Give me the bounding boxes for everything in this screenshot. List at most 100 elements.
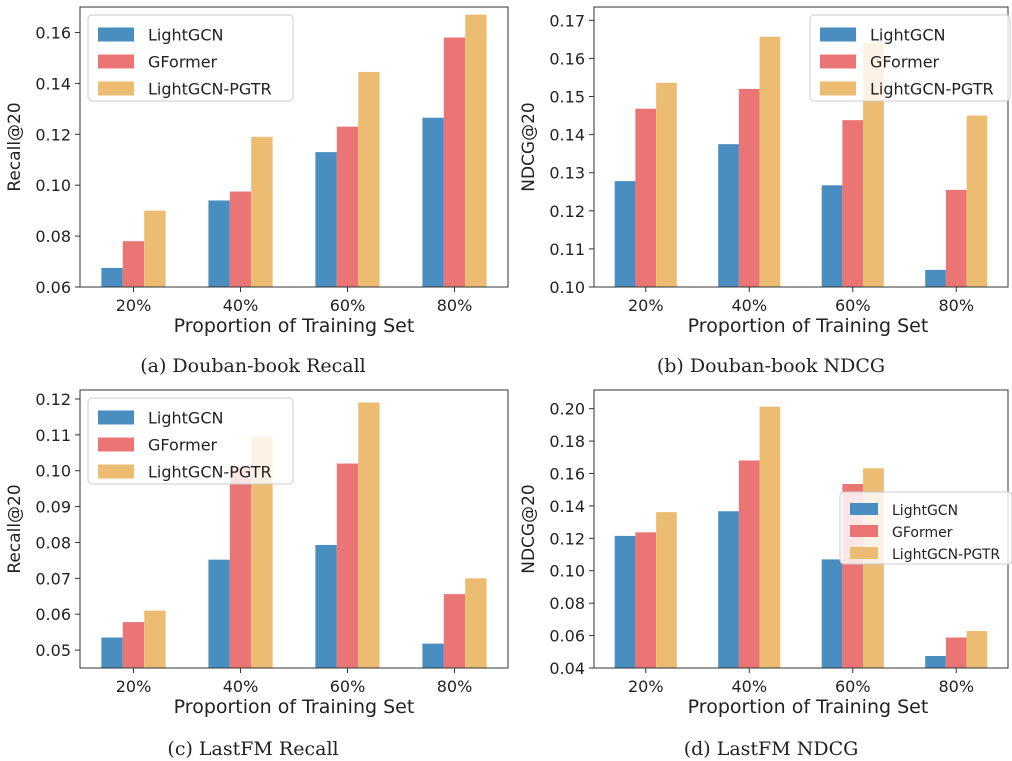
bar-b-lightgcn-pgtr-3 xyxy=(863,43,884,287)
ytick-label-a-1: 0.06 xyxy=(35,278,71,297)
ylabel-a: Recall@20 xyxy=(5,102,25,191)
ytick-label-d-5: 0.12 xyxy=(549,529,585,548)
legend-d: LightGCN GFormer LightGCN-PGTR xyxy=(839,491,1012,565)
legend-swatch-a-lightgcn-pgtr xyxy=(98,81,134,96)
xlabel-d: Proportion of Training Set xyxy=(688,696,929,718)
bar-d-gformer-2 xyxy=(738,460,760,668)
bar-d-lightgcn-pgtr-4 xyxy=(966,631,988,668)
bar-b-gformer-3 xyxy=(842,120,864,287)
legend-box-c xyxy=(87,397,294,485)
bar-c-lightgcn-pgtr-4 xyxy=(465,578,487,668)
bar-c-gformer-1 xyxy=(122,622,145,668)
legend-label-c-lightgcn: LightGCN xyxy=(148,409,223,428)
bar-a-gformer-4 xyxy=(443,37,466,287)
bar-d-lightgcn-4 xyxy=(925,656,946,668)
ytick-label-c-3: 0.07 xyxy=(35,569,71,588)
legend-box-d xyxy=(839,491,1012,565)
ytick-label-d-1: 0.04 xyxy=(549,659,585,678)
ylabel-d: NDCG@20 xyxy=(519,484,539,573)
ytick-label-c-8: 0.12 xyxy=(35,390,71,409)
xtick-label-c-2: 40% xyxy=(223,677,259,696)
legend-a: LightGCN GFormer LightGCN-PGTR xyxy=(87,14,294,102)
xtick-label-c-1: 20% xyxy=(116,677,152,696)
legend-label-c-lightgcn-pgtr: LightGCN-PGTR xyxy=(148,463,272,482)
bar-d-lightgcn-2 xyxy=(718,511,739,668)
bar-a-gformer-3 xyxy=(336,126,359,287)
bar-d-lightgcn-3 xyxy=(821,559,843,668)
ytick-label-a-6: 0.16 xyxy=(35,23,71,42)
xtick-label-d-3: 60% xyxy=(835,677,871,696)
xlabel-c: Proportion of Training Set xyxy=(174,696,415,718)
chart-b: 0.10 0.11 0.12 0.13 0.14 0.15 0.16 0.17 20% 40% 60… xyxy=(519,6,1011,337)
bar-d-lightgcn-1 xyxy=(614,535,636,668)
legend-label-b-gformer: GFormer xyxy=(870,53,940,72)
caption-a: (a) Douban-book Recall xyxy=(140,355,366,377)
bar-c-lightgcn-4 xyxy=(422,643,444,668)
bar-d-lightgcn-pgtr-2 xyxy=(759,406,781,668)
legend-label-b-lightgcn-pgtr: LightGCN-PGTR xyxy=(870,80,994,99)
ytick-label-d-7: 0.16 xyxy=(549,464,585,483)
xtick-label-a-2: 40% xyxy=(223,296,259,315)
bar-a-lightgcn-1 xyxy=(101,267,123,287)
ytick-label-c-6: 0.10 xyxy=(35,462,71,481)
legend-c: LightGCN GFormer LightGCN-PGTR xyxy=(87,397,294,485)
bar-a-lightgcn-2 xyxy=(208,200,230,287)
ytick-label-a-4: 0.12 xyxy=(35,125,71,144)
xlabel-a: Proportion of Training Set xyxy=(174,315,415,337)
legend-box-b xyxy=(809,14,1011,102)
plot-frame-c xyxy=(79,389,509,669)
legend-swatch-c-gformer xyxy=(98,437,134,452)
bar-c-lightgcn-2 xyxy=(208,559,230,668)
ylabel-b: NDCG@20 xyxy=(519,102,539,191)
ytick-label-b-8: 0.17 xyxy=(549,11,585,30)
xtick-label-d-1: 20% xyxy=(628,677,664,696)
legend-label-c-gformer: GFormer xyxy=(148,436,218,455)
plot-frame-b xyxy=(593,6,1009,288)
bar-b-lightgcn-pgtr-4 xyxy=(966,115,988,287)
xtick-label-a-1: 20% xyxy=(116,296,152,315)
ytick-label-c-7: 0.11 xyxy=(35,426,71,445)
ytick-label-d-3: 0.08 xyxy=(549,594,585,613)
legend-label-a-lightgcn-pgtr: LightGCN-PGTR xyxy=(148,80,272,99)
chart-c: 0.05 0.06 0.07 0.08 0.09 0.10 0.11 0.12 20% 40% 60… xyxy=(5,389,509,718)
bar-b-lightgcn-pgtr-2 xyxy=(759,36,781,288)
ytick-label-b-2: 0.11 xyxy=(549,240,585,259)
legend-swatch-b-lightgcn xyxy=(820,27,856,42)
xtick-label-b-4: 80% xyxy=(938,296,974,315)
bar-b-lightgcn-4 xyxy=(925,269,946,287)
legend-swatch-d-lightgcn-pgtr xyxy=(850,547,878,559)
ytick-label-b-4: 0.13 xyxy=(549,164,585,183)
xtick-label-a-3: 60% xyxy=(330,296,366,315)
chart-a: 0.06 0.08 0.10 0.12 0.14 0.16 20% 40% 60% 80% Prop… xyxy=(5,6,509,337)
ytick-label-a-3: 0.10 xyxy=(35,176,71,195)
bar-c-lightgcn-pgtr-1 xyxy=(144,610,166,668)
legend-swatch-d-gformer xyxy=(850,525,878,537)
bar-d-gformer-1 xyxy=(635,532,657,668)
legend-swatch-a-gformer xyxy=(98,54,134,69)
bar-b-gformer-4 xyxy=(945,189,967,287)
ytick-label-a-5: 0.14 xyxy=(35,74,71,93)
xtick-label-d-2: 40% xyxy=(731,677,767,696)
ytick-label-c-2: 0.06 xyxy=(35,605,71,624)
legend-swatch-c-lightgcn xyxy=(98,410,134,425)
caption-c: (c) LastFM Recall xyxy=(167,738,339,760)
xtick-label-b-1: 20% xyxy=(628,296,664,315)
legend-swatch-a-lightgcn xyxy=(98,27,134,42)
ytick-label-d-9: 0.20 xyxy=(549,400,585,419)
legend-label-a-lightgcn: LightGCN xyxy=(148,26,223,45)
ylabel-c: Recall@20 xyxy=(5,484,25,573)
caption-d: (d) LastFM NDCG xyxy=(683,738,859,760)
bar-c-gformer-4 xyxy=(443,594,466,668)
ytick-label-d-4: 0.10 xyxy=(549,562,585,581)
xtick-label-b-3: 60% xyxy=(835,296,871,315)
bar-c-lightgcn-pgtr-3 xyxy=(358,402,380,668)
legend-swatch-d-lightgcn xyxy=(850,503,878,515)
ytick-label-a-2: 0.08 xyxy=(35,227,71,246)
bar-a-lightgcn-4 xyxy=(422,117,444,287)
bar-a-lightgcn-pgtr-4 xyxy=(465,14,487,287)
legend-label-d-gformer: GFormer xyxy=(892,525,953,541)
ytick-label-b-3: 0.12 xyxy=(549,202,585,221)
bar-a-lightgcn-pgtr-2 xyxy=(251,136,273,287)
bar-b-lightgcn-pgtr-1 xyxy=(656,82,677,287)
